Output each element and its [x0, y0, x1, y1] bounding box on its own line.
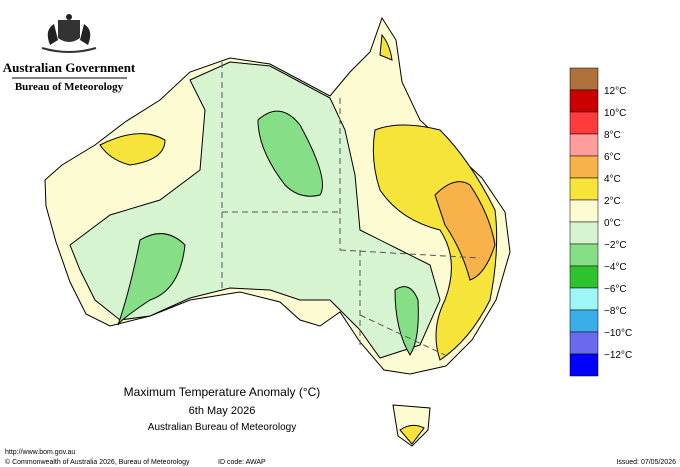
- legend-swatch: [569, 243, 599, 267]
- legend-label: −6°C: [604, 284, 627, 295]
- legend-label: 8°C: [604, 130, 621, 141]
- legend: 12°C 10°C 8°C 6°C 4°C 2°C 0°C −2°C −4°C −6°C −8°C −…: [569, 67, 632, 377]
- government-name: Australian Government: [3, 60, 136, 75]
- legend-label: 2°C: [604, 196, 621, 207]
- map-title: Maximum Temperature Anomaly (°C): [124, 385, 321, 399]
- anomaly-yellow: [399, 424, 425, 445]
- legend-swatch: [569, 309, 599, 333]
- legend-swatch: [569, 199, 599, 223]
- legend-swatch: [569, 177, 599, 201]
- state-borders: [221, 62, 481, 356]
- legend-swatch: [569, 265, 599, 289]
- legend-swatch: [569, 89, 599, 113]
- anomaly-yellow: [99, 133, 166, 166]
- legend-label: 6°C: [604, 152, 621, 163]
- anomaly-yellow: [379, 33, 393, 61]
- legend-swatch: [569, 155, 599, 179]
- legend-label: 4°C: [604, 174, 621, 185]
- crest: [41, 14, 97, 53]
- bureau-name: Bureau of Meteorology: [15, 81, 124, 93]
- legend-label: 12°C: [604, 86, 626, 97]
- legend-label: −10°C: [604, 328, 632, 339]
- map-date: 6th May 2026: [189, 405, 256, 417]
- footer-copyright: © Commonwealth of Australia 2026, Bureau…: [5, 458, 190, 466]
- footer-issued: Issued: 07/05/2026: [616, 459, 676, 466]
- legend-swatch: [569, 111, 599, 135]
- legend-swatch: [569, 331, 599, 355]
- legend-label: 0°C: [604, 218, 621, 229]
- legend-swatch: [569, 353, 599, 377]
- legend-swatch: [569, 221, 599, 245]
- map-source: Australian Bureau of Meteorology: [148, 422, 296, 433]
- legend-swatch: [569, 133, 599, 157]
- legend-label: 10°C: [604, 108, 626, 119]
- legend-swatch: [569, 287, 599, 311]
- footer-id-code: ID code: AWAP: [218, 459, 266, 466]
- legend-label: −12°C: [604, 350, 632, 361]
- footer-url: http://www.bom.gov.au: [5, 449, 75, 456]
- anomaly-green-dark: [257, 110, 323, 197]
- anomaly-green-dark: [394, 286, 419, 356]
- legend-label: −4°C: [604, 262, 627, 273]
- legend-swatch: [569, 67, 599, 91]
- anomaly-green-dark: [117, 233, 186, 326]
- legend-label: −2°C: [604, 240, 627, 251]
- anomaly-orange: [434, 181, 496, 281]
- legend-label: −8°C: [604, 306, 627, 317]
